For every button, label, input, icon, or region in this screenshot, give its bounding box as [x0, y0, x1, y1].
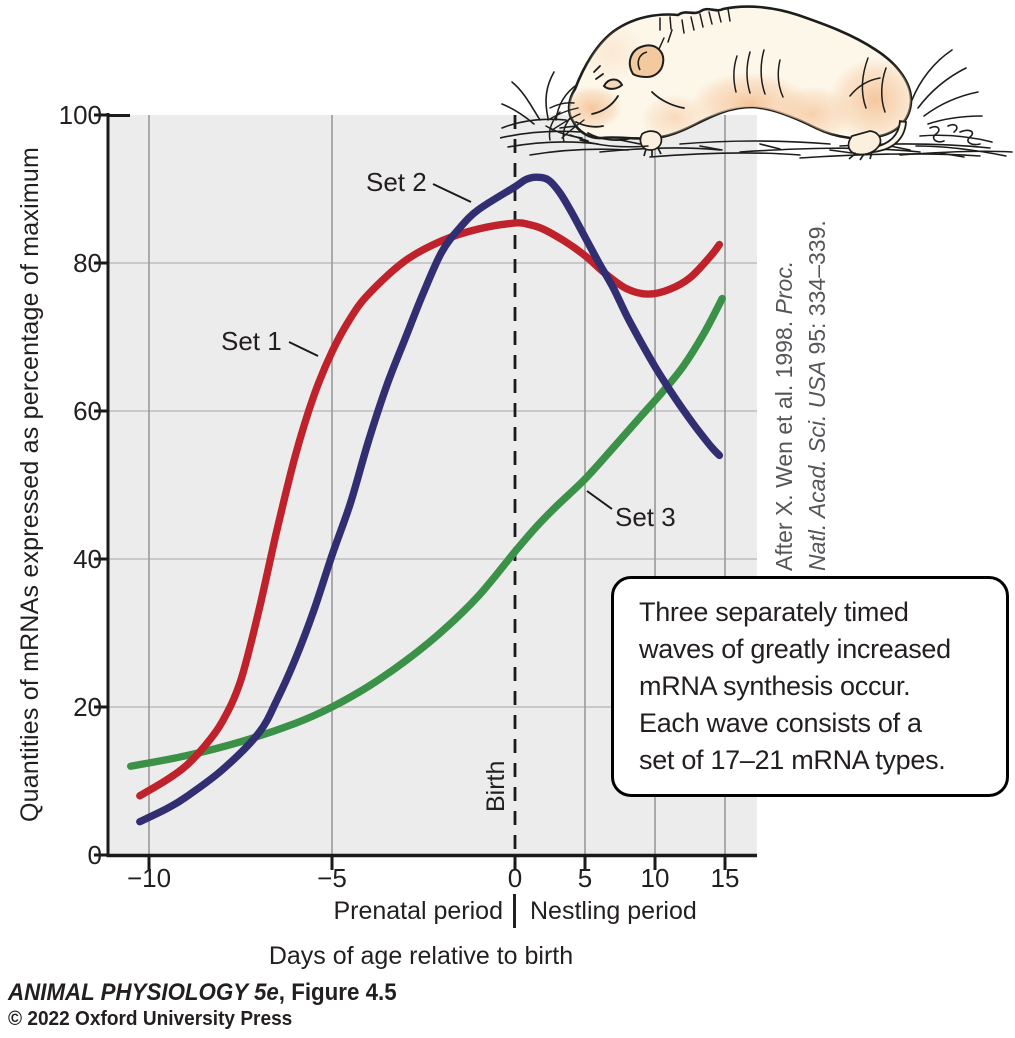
citation-line-1: After X. Wen et al. 1998. Proc.: [768, 220, 801, 571]
ear: [628, 44, 665, 79]
hind-foot: [847, 130, 882, 161]
citation-text: 95: 334–339.: [804, 220, 830, 361]
source-citation: After X. Wen et al. 1998. Proc. Natl. Ac…: [768, 220, 834, 571]
copyright-line: © 2022 Oxford University Press: [8, 1007, 293, 1030]
mouth-line: [575, 121, 604, 128]
axes-and-ticks: [94, 113, 757, 870]
chin-line: [587, 132, 633, 141]
x-axis-title: Days of age relative to birth: [268, 942, 574, 970]
x-tick-label: 0: [507, 863, 523, 893]
whiskers: [547, 102, 585, 139]
curve-set-1: [136, 219, 724, 800]
y-tick-label: 60: [73, 396, 102, 426]
cheek-line: [591, 95, 619, 115]
prenatal-period-label: Prenatal period: [333, 897, 503, 925]
period-divider-bar: [513, 894, 516, 928]
skin-wrinkles: [658, 8, 887, 113]
curve-set-2: [136, 173, 724, 826]
birth-label: Birth: [482, 760, 510, 812]
x-tick-label: 15: [710, 863, 740, 893]
figure-caption: ANIMAL PHYSIOLOGY 5e, Figure 4.5: [8, 979, 397, 1007]
x-tick-label: −10: [126, 863, 172, 893]
y-tick-label: 0: [87, 840, 102, 870]
curve-set-3: [126, 294, 726, 770]
set1-pointer-line: [288, 341, 319, 357]
y-tick-label: 100: [58, 100, 102, 130]
y-tick-label: 40: [73, 544, 102, 574]
book-title: ANIMAL PHYSIOLOGY 5e: [8, 979, 279, 1006]
inner-ear-line: [637, 51, 648, 71]
mole-rat-body: [547, 5, 913, 161]
annotation-callout-box: Three separately timed waves of greatly …: [611, 576, 1009, 797]
set2-pointer-line: [432, 183, 472, 203]
y-axis-title: Quantities of mRNAs expressed as percent…: [16, 147, 44, 822]
closed-eye: [602, 78, 624, 90]
x-tick-label: 5: [577, 863, 593, 893]
neck-crease: [651, 91, 685, 109]
figure-number: , Figure 4.5: [278, 979, 397, 1006]
set1-curve-label: Set 1: [221, 326, 282, 356]
x-tick-label: −5: [317, 863, 347, 893]
y-tick-label: 20: [73, 692, 102, 722]
citation-line-2: Natl. Acad. Sci. USA 95: 334–339.: [801, 220, 834, 571]
gridlines: [108, 115, 757, 855]
citation-journal-italic: Natl. Acad. Sci. USA: [804, 360, 830, 571]
naked-mole-rat-illustration: [500, 5, 1013, 161]
nestling-period-label: Nestling period: [530, 897, 697, 925]
citation-text: After X. Wen et al. 1998.: [771, 314, 797, 571]
set3-pointer-line: [586, 490, 613, 510]
face-details: [547, 65, 685, 141]
set3-curve-label: Set 3: [615, 502, 676, 532]
label-pointer-lines: [288, 183, 613, 510]
citation-journal-italic: Proc.: [771, 260, 797, 315]
y-tick-label: 80: [73, 248, 102, 278]
x-tick-label: 10: [640, 863, 670, 893]
brow-wrinkles: [593, 65, 604, 80]
data-curves: [126, 173, 726, 826]
front-paw: [639, 130, 663, 157]
straw-foreground-strokes: [545, 111, 649, 148]
set2-curve-label: Set 2: [366, 167, 427, 197]
